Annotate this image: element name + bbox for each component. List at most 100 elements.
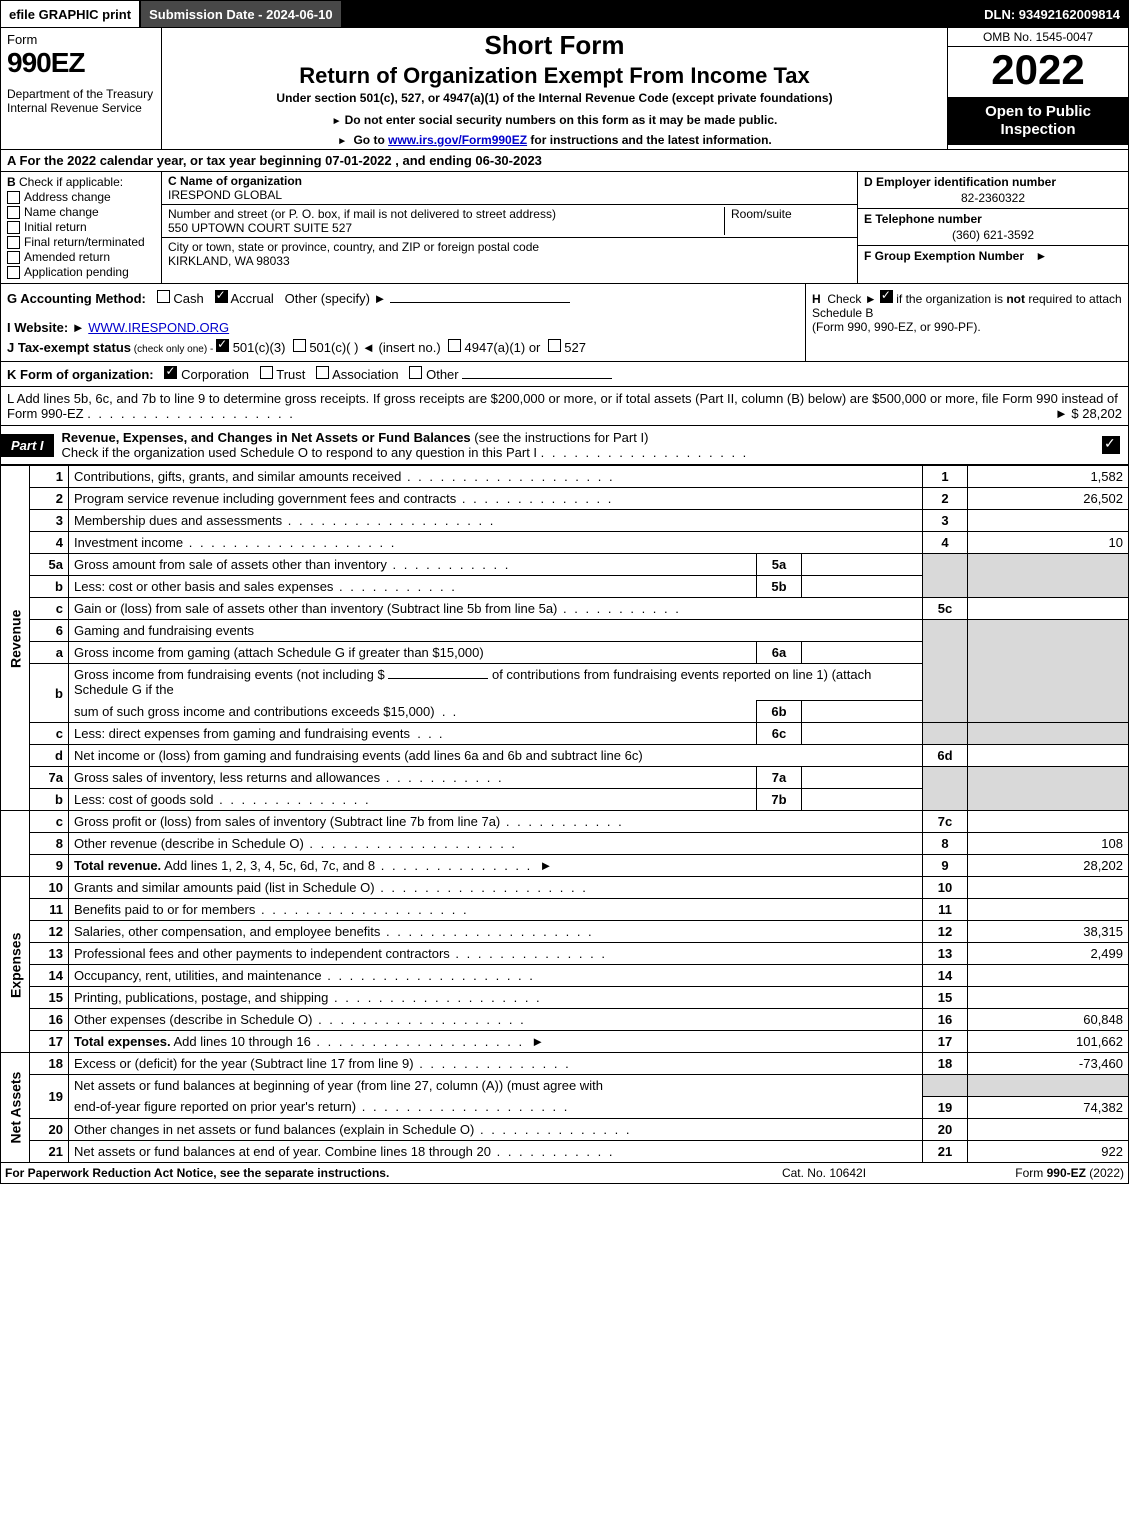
c-name-label: C Name of organization [168, 174, 302, 188]
checkbox-address-change[interactable] [7, 191, 20, 204]
checkbox-cash[interactable] [157, 290, 170, 303]
line-17-box: 17 [923, 1031, 968, 1053]
checkbox-4947[interactable] [448, 339, 461, 352]
line-9-box: 9 [923, 855, 968, 877]
efile-print-button[interactable]: efile GRAPHIC print [1, 1, 141, 27]
line-15-num: 15 [30, 987, 69, 1009]
h-text2: if the organization is [896, 292, 1006, 306]
line-20-desc: Other changes in net assets or fund bala… [74, 1122, 474, 1137]
line-5c-val [968, 598, 1129, 620]
line-6c-mini-val[interactable] [802, 723, 923, 745]
room-suite-label: Room/suite [724, 207, 851, 235]
d-label: D Employer identification number [864, 175, 1056, 189]
line-1-box: 1 [923, 466, 968, 488]
header-right: OMB No. 1545-0047 2022 Open to Public In… [948, 28, 1128, 149]
line-19-box: 19 [923, 1096, 968, 1118]
goto-prefix: Go to [353, 133, 388, 147]
line-10-desc: Grants and similar amounts paid (list in… [74, 880, 375, 895]
checkbox-corporation[interactable] [164, 366, 177, 379]
line-12-val: 38,315 [968, 921, 1129, 943]
checkbox-other-org[interactable] [409, 366, 422, 379]
line-21-num: 21 [30, 1140, 69, 1162]
checkbox-association[interactable] [316, 366, 329, 379]
line-6b-desc3: sum of such gross income and contributio… [74, 704, 435, 719]
checkbox-initial-return[interactable] [7, 221, 20, 234]
line-6b-mini-val[interactable] [802, 701, 923, 723]
line-5a-mini: 5a [757, 554, 802, 576]
irs-link[interactable]: www.irs.gov/Form990EZ [388, 133, 527, 147]
line-20-val [968, 1118, 1129, 1140]
h-label: H [812, 292, 821, 306]
line-2-box: 2 [923, 488, 968, 510]
other-specify-input[interactable] [390, 302, 570, 303]
bcdef-row: B Check if applicable: Address change Na… [0, 172, 1129, 284]
checkbox-schedule-b[interactable] [880, 290, 893, 303]
section-l: L Add lines 5b, 6c, and 7b to line 9 to … [0, 387, 1129, 426]
revenue-side-cont [1, 811, 30, 877]
final-return-label: Final return/terminated [24, 235, 145, 249]
checkbox-501c[interactable] [293, 339, 306, 352]
checkbox-schedule-o[interactable] [1102, 436, 1120, 454]
dept-treasury: Department of the Treasury [7, 87, 155, 101]
527-label: 527 [564, 340, 586, 355]
shade-6 [923, 620, 968, 723]
line-7a-mini-val[interactable] [802, 767, 923, 789]
checkbox-final-return[interactable] [7, 236, 20, 249]
line-6-desc: Gaming and fundraising events [74, 623, 254, 638]
shade-6c [923, 723, 968, 745]
line-5b-mini-val[interactable] [802, 576, 923, 598]
line-8-num: 8 [30, 833, 69, 855]
line-5a-mini-val[interactable] [802, 554, 923, 576]
line-6a-desc: Gross income from gaming (attach Schedul… [74, 645, 484, 660]
section-a: A For the 2022 calendar year, or tax yea… [0, 150, 1129, 172]
b-label: B [7, 175, 16, 189]
section-def: D Employer identification number 82-2360… [857, 172, 1128, 283]
line-2-val: 26,502 [968, 488, 1129, 510]
line-18-box: 18 [923, 1053, 968, 1075]
other-org-input[interactable] [462, 378, 612, 379]
irs-label: Internal Revenue Service [7, 101, 155, 115]
website-link[interactable]: WWW.IRESPOND.ORG [88, 320, 229, 335]
cash-label: Cash [173, 291, 203, 306]
f-label: F Group Exemption Number [864, 249, 1024, 263]
line-10-box: 10 [923, 877, 968, 899]
g-label: G Accounting Method: [7, 291, 146, 306]
line-5b-desc: Less: cost or other basis and sales expe… [74, 579, 333, 594]
line-3-box: 3 [923, 510, 968, 532]
line-16-num: 16 [30, 1009, 69, 1031]
header-left: Form 990EZ Department of the Treasury In… [1, 28, 162, 149]
form-num-footer: 990-EZ [1047, 1166, 1086, 1180]
checkbox-501c3[interactable] [216, 339, 229, 352]
line-11-val [968, 899, 1129, 921]
line-6b-input[interactable] [388, 678, 488, 679]
checkbox-amended-return[interactable] [7, 251, 20, 264]
line-20-box: 20 [923, 1118, 968, 1140]
b-check-label: Check if applicable: [19, 175, 123, 189]
other-specify-label: Other (specify) ► [285, 291, 387, 306]
line-2-num: 2 [30, 488, 69, 510]
line-6a-mini: 6a [757, 642, 802, 664]
line-5b-mini: 5b [757, 576, 802, 598]
line-16-box: 16 [923, 1009, 968, 1031]
line-12-box: 12 [923, 921, 968, 943]
checkbox-accrual[interactable] [215, 290, 228, 303]
line-7a-mini: 7a [757, 767, 802, 789]
short-form-title: Short Form [168, 30, 941, 61]
line-15-desc: Printing, publications, postage, and shi… [74, 990, 328, 1005]
checkbox-trust[interactable] [260, 366, 273, 379]
line-4-box: 4 [923, 532, 968, 554]
checkbox-527[interactable] [548, 339, 561, 352]
line-6a-mini-val[interactable] [802, 642, 923, 664]
netassets-side-label: Net Assets [1, 1053, 30, 1163]
under-section: Under section 501(c), 527, or 4947(a)(1)… [168, 91, 941, 105]
line-15-box: 15 [923, 987, 968, 1009]
checkbox-name-change[interactable] [7, 206, 20, 219]
h-not: not [1006, 292, 1025, 306]
checkbox-application-pending[interactable] [7, 266, 20, 279]
line-7b-mini-val[interactable] [802, 789, 923, 811]
shade-5ab [923, 554, 968, 598]
line-3-val [968, 510, 1129, 532]
line-17-desc2: Add lines 10 through 16 [171, 1034, 311, 1049]
line-19-desc2: end-of-year figure reported on prior yea… [74, 1099, 356, 1114]
line-1-num: 1 [30, 466, 69, 488]
